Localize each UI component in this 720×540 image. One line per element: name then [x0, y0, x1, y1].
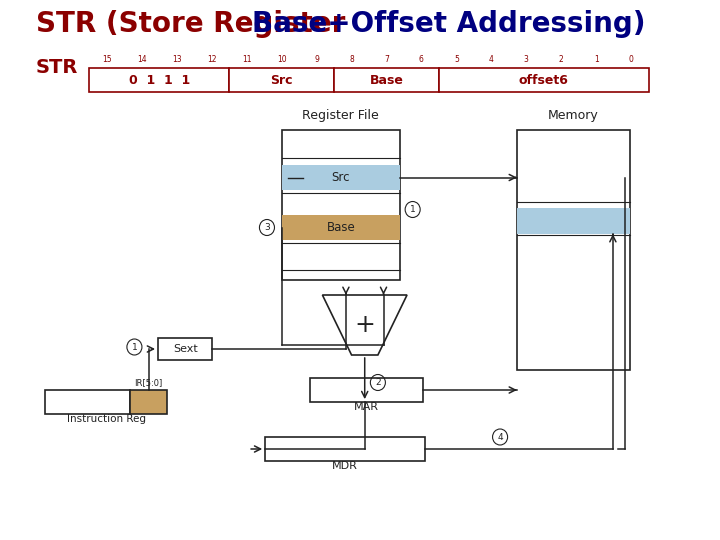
Text: 10: 10	[276, 55, 287, 64]
Text: Src: Src	[331, 171, 350, 184]
Bar	[282, 130, 400, 280]
Text: 8: 8	[349, 55, 354, 64]
Text: Register File: Register File	[302, 109, 379, 122]
Text: 13: 13	[172, 55, 181, 64]
Bar	[517, 208, 630, 234]
Text: 3: 3	[264, 223, 270, 232]
Text: Memory: Memory	[548, 109, 599, 122]
Text: MDR: MDR	[332, 461, 358, 471]
Text: Instruction Reg: Instruction Reg	[67, 414, 145, 424]
Text: 2: 2	[559, 55, 564, 64]
Text: 5: 5	[454, 55, 459, 64]
Text: 9: 9	[314, 55, 319, 64]
Bar	[282, 215, 400, 240]
Text: Sext: Sext	[173, 344, 197, 354]
Bar	[89, 68, 229, 92]
Text: IR[5:0]: IR[5:0]	[135, 378, 163, 387]
Bar	[334, 68, 439, 92]
Text: 2: 2	[375, 378, 381, 387]
Bar	[439, 68, 649, 92]
Text: STR (Store Register: STR (Store Register	[36, 10, 355, 38]
Text: 1: 1	[410, 205, 415, 214]
Text: 1: 1	[132, 342, 138, 352]
Text: Base+Offset Addressing): Base+Offset Addressing)	[252, 10, 645, 38]
Polygon shape	[323, 295, 407, 355]
Bar	[229, 68, 334, 92]
Text: 14: 14	[137, 55, 147, 64]
Text: 4: 4	[489, 55, 494, 64]
Text: +: +	[354, 313, 375, 337]
Text: offset6: offset6	[519, 73, 569, 86]
Text: 12: 12	[207, 55, 217, 64]
Text: Src: Src	[270, 73, 293, 86]
Text: Base: Base	[326, 221, 355, 234]
Bar	[517, 130, 630, 370]
Bar	[158, 338, 212, 360]
Text: MAR: MAR	[354, 402, 379, 412]
Bar	[45, 390, 130, 414]
Bar	[130, 390, 167, 414]
Bar	[310, 378, 423, 402]
Text: 6: 6	[419, 55, 424, 64]
Bar	[265, 437, 425, 461]
Text: 15: 15	[102, 55, 112, 64]
Text: 11: 11	[242, 55, 251, 64]
Text: 4: 4	[498, 433, 503, 442]
Text: 1: 1	[594, 55, 598, 64]
Bar	[282, 165, 400, 190]
Text: Base: Base	[369, 73, 403, 86]
Text: 0: 0	[629, 55, 634, 64]
Text: 3: 3	[524, 55, 528, 64]
Text: 0  1  1  1: 0 1 1 1	[129, 73, 190, 86]
Text: 7: 7	[384, 55, 389, 64]
Text: STR: STR	[36, 58, 78, 77]
